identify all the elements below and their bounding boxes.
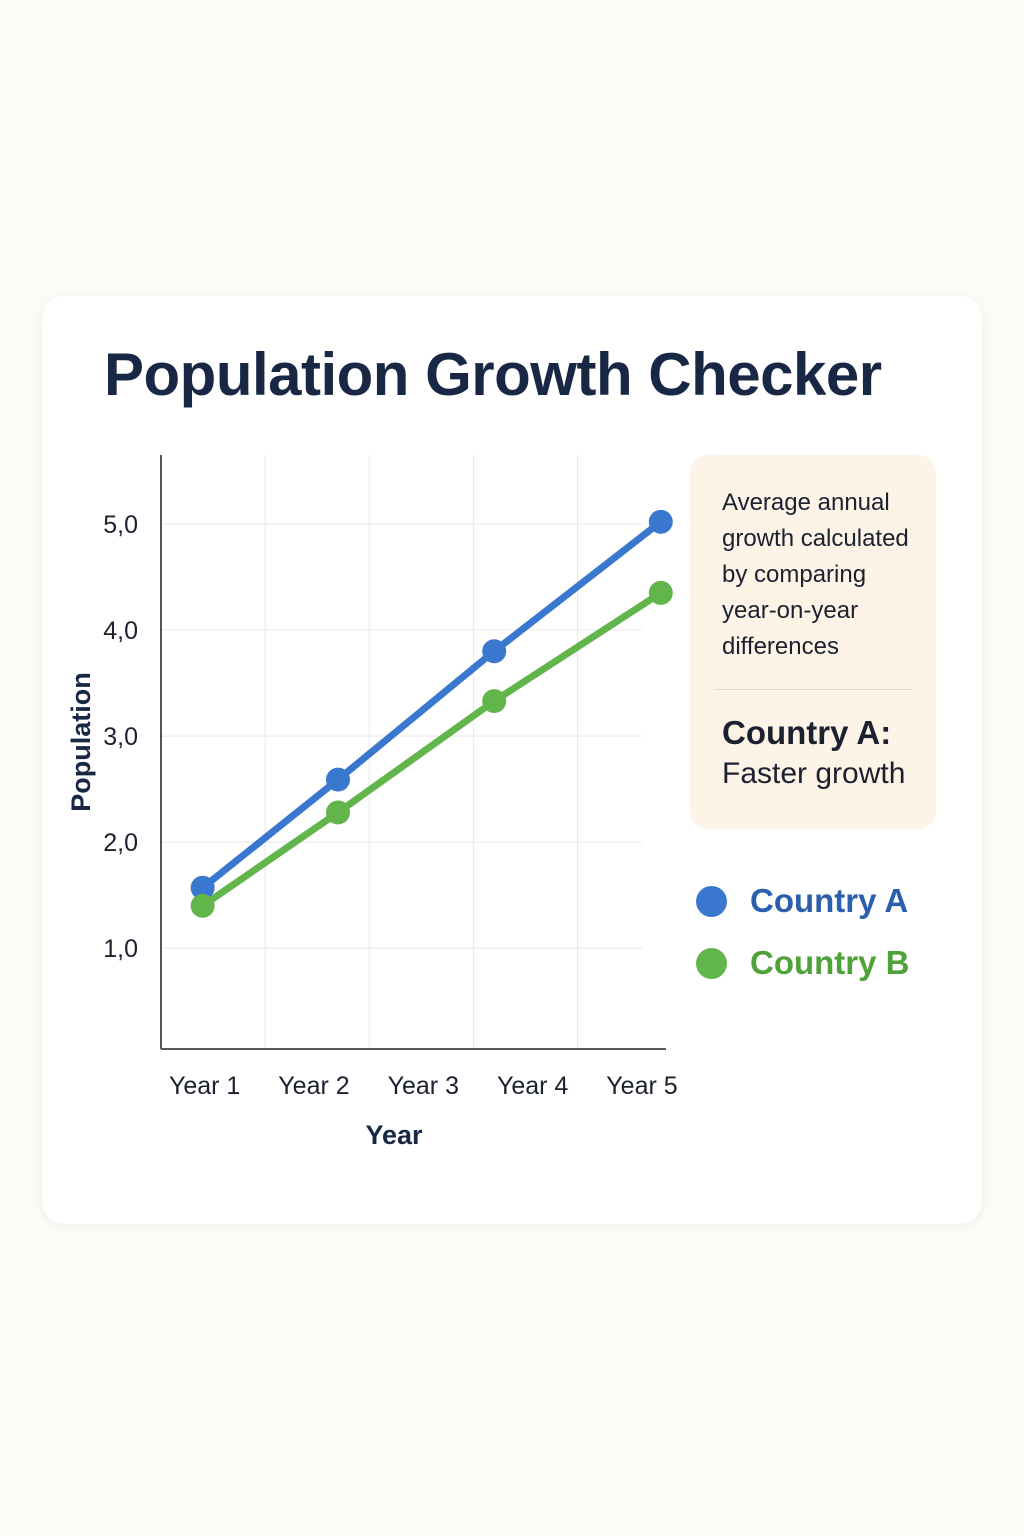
data-point: [482, 689, 507, 714]
legend-label: Country A: [750, 882, 909, 919]
x-tick-label: Year 3: [388, 1072, 459, 1100]
data-point: [648, 580, 673, 605]
series-line-country-a: [199, 518, 665, 892]
y-tick-label: 3,0: [103, 723, 138, 751]
chart-legend: Country A Country B: [696, 870, 910, 994]
y-axis-label: Population: [66, 672, 96, 811]
x-tick-label: Year 4: [497, 1072, 568, 1100]
legend-item-country-b: Country B: [696, 932, 910, 994]
legend-label: Country B: [750, 944, 910, 981]
info-box: Average annual growth calculated by comp…: [690, 455, 936, 829]
data-point: [190, 893, 215, 918]
x-tick-label: Year 1: [169, 1072, 240, 1100]
x-tick-label: Year 2: [278, 1072, 349, 1100]
x-axis-label: Year: [365, 1120, 423, 1150]
info-description: Average annual growth calculated by comp…: [722, 489, 909, 660]
chart-series: [190, 509, 673, 918]
data-point: [326, 800, 351, 825]
data-point: [190, 875, 215, 900]
page-title: Population Growth Checker: [104, 341, 882, 408]
legend-dot-icon: [696, 885, 727, 917]
info-divider: [714, 689, 912, 690]
info-subtext: Faster growth: [722, 757, 906, 790]
data-point: [482, 639, 507, 664]
y-tick-label: 5,0: [103, 511, 138, 539]
chart-axes: [160, 455, 666, 1050]
x-tick-label: Year 5: [606, 1072, 677, 1100]
info-heading: Country A:: [722, 714, 892, 751]
y-tick-label: 4,0: [103, 617, 138, 645]
series-line-country-b: [199, 589, 665, 910]
legend-dot-icon: [696, 947, 727, 979]
data-point: [648, 509, 673, 534]
y-tick-label: 1,0: [103, 935, 138, 963]
chart-grid: [161, 455, 642, 1049]
legend-item-country-a: Country A: [696, 870, 910, 932]
data-point: [326, 767, 351, 792]
chart-tick-labels: 1,0 2,0 3,0 4,0 5,0 Year 1 Year 2 Year 3 Year 4 Y…: [103, 511, 677, 1100]
y-tick-label: 2,0: [103, 829, 138, 857]
